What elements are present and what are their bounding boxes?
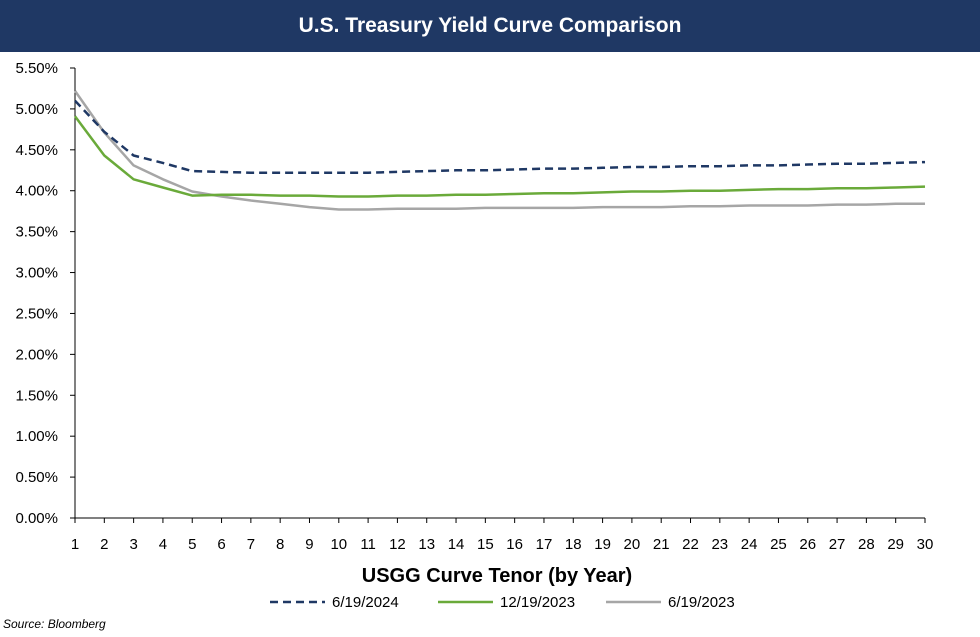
x-tick-label: 4 [159, 536, 167, 553]
y-tick-label: 3.00% [15, 265, 58, 282]
chart-title-bar: U.S. Treasury Yield Curve Comparison [0, 0, 980, 52]
chart-legend: 6/19/2024 12/19/2023 6/19/2023 [270, 594, 735, 611]
x-tick-label: 16 [506, 536, 523, 553]
y-tick-label: 4.00% [15, 183, 58, 200]
x-tick-label: 1 [71, 536, 79, 553]
x-tick-label: 18 [565, 536, 582, 553]
x-tick-label: 17 [536, 536, 553, 553]
x-tick-label: 13 [418, 536, 435, 553]
y-tick-label: 5.50% [15, 60, 58, 77]
x-tick-label: 2 [100, 536, 108, 553]
y-tick-label: 5.00% [15, 101, 58, 118]
series-line-6-19-2023 [73, 90, 925, 211]
x-tick-label: 7 [247, 536, 255, 553]
legend-entry: 6/19/2023 [668, 594, 735, 611]
series-line-6-19-2024 [74, 99, 926, 174]
x-tick-label: 28 [858, 536, 875, 553]
y-tick-label: 0.50% [15, 469, 58, 486]
x-tick-label: 24 [741, 536, 758, 553]
x-tick-label: 26 [799, 536, 816, 553]
source-note: Source: Bloomberg [3, 617, 106, 631]
x-tick-label: 19 [594, 536, 611, 553]
x-tick-label: 15 [477, 536, 494, 553]
legend-entry: 12/19/2023 [500, 594, 575, 611]
x-tick-label: 12 [389, 536, 406, 553]
x-tick-label: 25 [770, 536, 787, 553]
x-tick-label: 3 [129, 536, 137, 553]
x-tick-label: 9 [305, 536, 313, 553]
chart-series [73, 90, 926, 211]
y-tick-label: 1.50% [15, 387, 58, 404]
x-tick-label: 5 [188, 536, 196, 553]
x-tick-label: 8 [276, 536, 284, 553]
x-tick-label: 21 [653, 536, 670, 553]
chart-title: U.S. Treasury Yield Curve Comparison [298, 14, 682, 37]
x-tick-label: 29 [887, 536, 904, 553]
x-axis-label: USGG Curve Tenor (by Year) [362, 565, 632, 587]
chart-axes: 0.00% 0.50% 1.00% 1.50% 2.00% 2.50% 3.00% 3.50%… [15, 60, 933, 553]
y-tick-label: 2.50% [15, 305, 58, 322]
x-tick-label: 22 [682, 536, 699, 553]
y-tick-label: 1.00% [15, 428, 58, 445]
x-tick-label: 10 [330, 536, 347, 553]
y-tick-label: 0.00% [15, 510, 58, 527]
x-tick-label: 11 [360, 536, 376, 553]
x-tick-label: 30 [917, 536, 934, 553]
y-tick-label: 2.00% [15, 346, 58, 363]
y-tick-label: 3.50% [15, 224, 58, 241]
series-line-12-19-2023 [73, 115, 926, 198]
x-tick-label: 23 [711, 536, 728, 553]
x-tick-label: 20 [624, 536, 641, 553]
x-tick-label: 27 [829, 536, 846, 553]
legend-entry: 6/19/2024 [332, 594, 399, 611]
x-tick-label: 14 [448, 536, 465, 553]
yield-curve-chart: 0.00% 0.50% 1.00% 1.50% 2.00% 2.50% 3.00% 3.50%… [15, 60, 933, 611]
y-tick-label: 4.50% [15, 142, 58, 159]
x-tick-label: 6 [217, 536, 225, 553]
